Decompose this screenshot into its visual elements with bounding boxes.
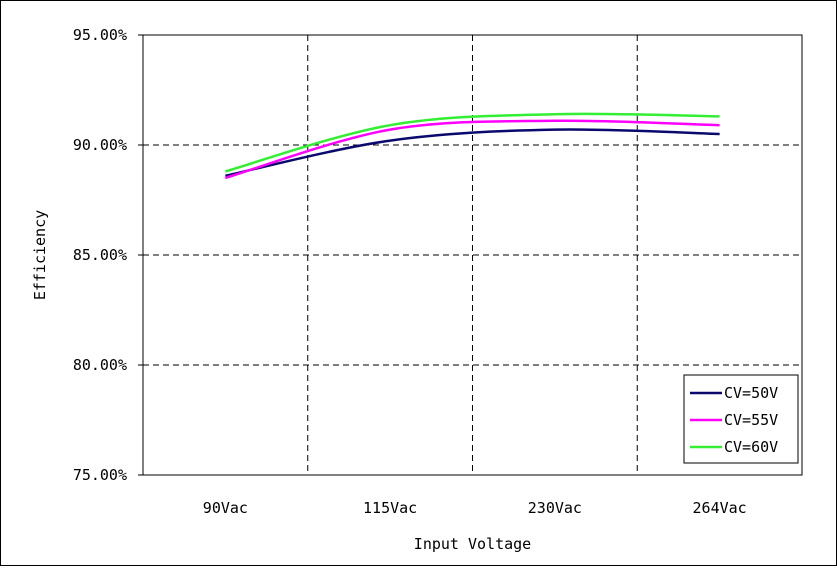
legend-label: CV=60V xyxy=(724,438,778,456)
y-axis-label: Efficiency xyxy=(31,210,49,300)
y-tick-label: 75.00% xyxy=(73,466,127,484)
legend-label: CV=55V xyxy=(724,411,778,429)
y-tick-label: 85.00% xyxy=(73,246,127,264)
series-line-cv-55v xyxy=(225,119,720,180)
series-lines xyxy=(225,112,720,180)
legend: CV=50V CV=55V CV=60V xyxy=(683,374,799,464)
y-tick-label: 95.00% xyxy=(73,26,127,44)
y-tick-label: 90.00% xyxy=(73,136,127,154)
x-tick-label: 230Vac xyxy=(528,499,582,517)
x-tick-label: 115Vac xyxy=(363,499,417,517)
series-line-cv-50v xyxy=(225,128,720,178)
x-axis-label: Input Voltage xyxy=(414,535,531,553)
legend-label: CV=50V xyxy=(724,384,778,402)
grid-lines xyxy=(143,34,802,475)
x-tick-label: 90Vac xyxy=(203,499,248,517)
y-axis-ticks: 75.00% 80.00% 85.00% 90.00% 95.00% xyxy=(73,26,143,484)
series-line-cv-60v xyxy=(225,112,720,173)
x-axis-ticks: 90Vac 115Vac 230Vac 264Vac xyxy=(203,499,747,517)
x-tick-label: 264Vac xyxy=(693,499,747,517)
y-tick-label: 80.00% xyxy=(73,356,127,374)
